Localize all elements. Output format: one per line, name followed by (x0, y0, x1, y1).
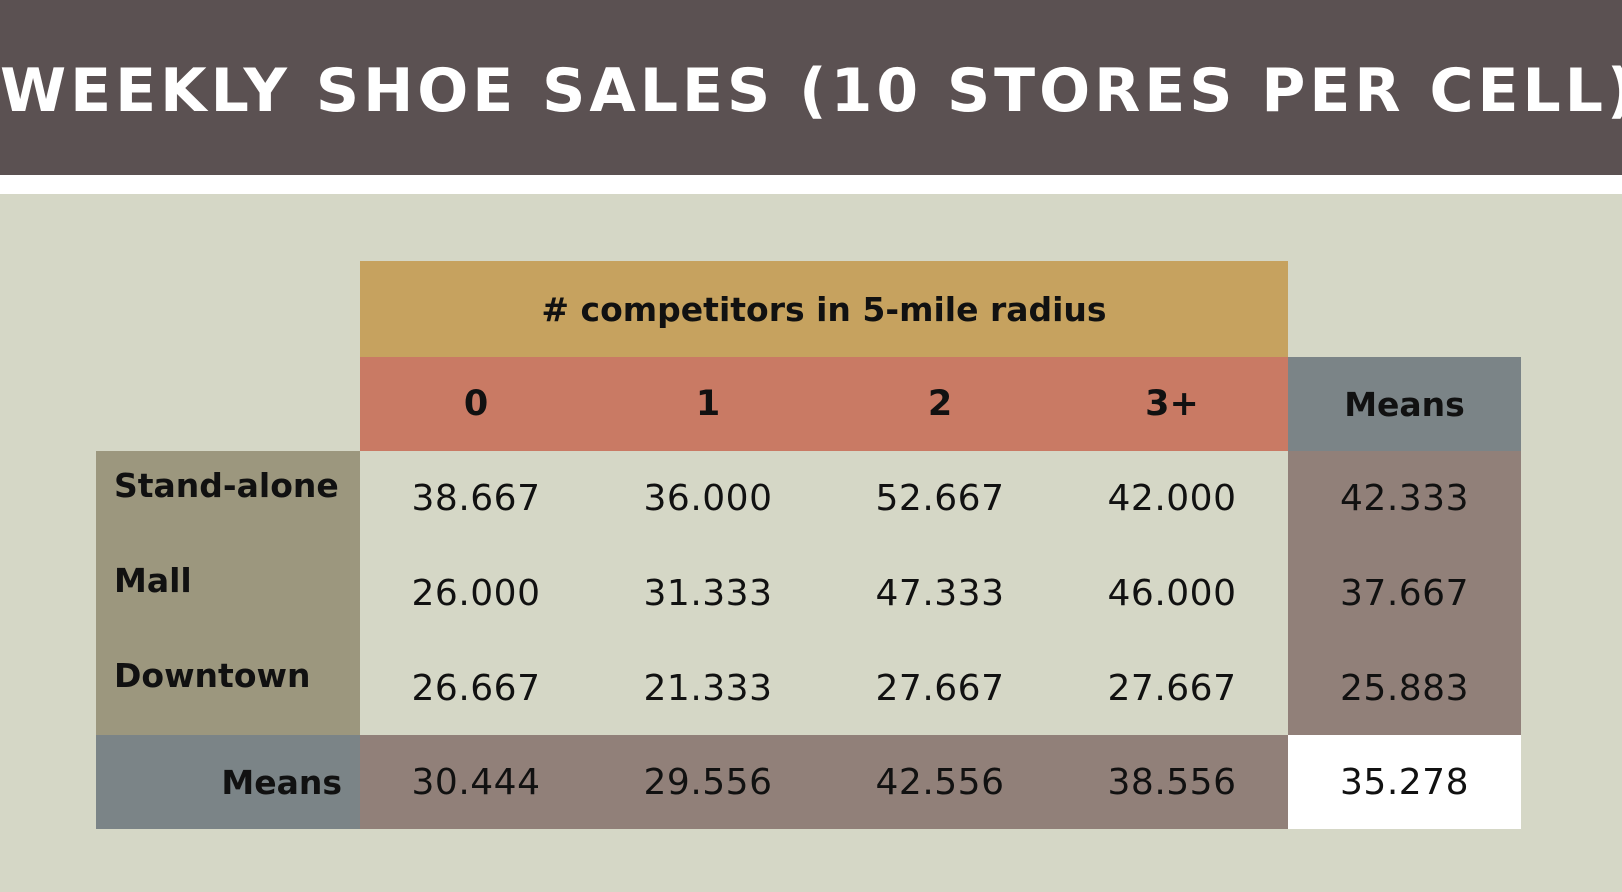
table-cell: 46.000 (1107, 573, 1237, 614)
table-cell: 26.000 (411, 573, 541, 614)
column-header-2: 2 (824, 357, 1056, 451)
table-cell: 21.333 (643, 667, 773, 709)
title-divider (0, 175, 1622, 194)
column-header-1: 1 (592, 357, 824, 451)
table-cell: 31.333 (643, 573, 773, 614)
table-cell: 27.667 (1107, 667, 1237, 709)
row-means-panel (1288, 451, 1521, 735)
table-cell: 27.667 (875, 667, 1005, 709)
row-mean-cell: 37.667 (1340, 573, 1469, 614)
column-mean-cell: 29.556 (643, 761, 773, 803)
row-mean-cell: 25.883 (1340, 667, 1469, 709)
data-panel (360, 451, 1288, 735)
page-title: WEEKLY SHOE SALES (10 STORES PER CELL) (0, 56, 1622, 126)
column-mean-cell: 38.556 (1107, 761, 1237, 803)
row-label-downtown: Downtown (114, 656, 311, 695)
column-means-label: Means (221, 762, 342, 802)
table-cell: 38.667 (411, 478, 541, 519)
row-label-stand-alone: Stand-alone (114, 466, 339, 505)
table-cell: 26.667 (411, 667, 541, 709)
row-labels-panel (96, 451, 360, 735)
column-header-0: 0 (360, 357, 592, 451)
table-cell: 52.667 (875, 478, 1005, 519)
group-header: # competitors in 5-mile radius (360, 261, 1288, 357)
table-cell: 36.000 (643, 478, 773, 519)
grand-mean-panel (1288, 735, 1521, 829)
column-mean-cell: 30.444 (411, 761, 541, 803)
column-means-panel (360, 735, 1288, 829)
row-label-mall: Mall (114, 561, 192, 600)
table-cell: 47.333 (875, 573, 1005, 614)
row-mean-cell: 42.333 (1340, 478, 1469, 519)
grand-mean-cell: 35.278 (1340, 761, 1469, 803)
table-cell: 42.000 (1107, 478, 1237, 519)
title-bar (0, 0, 1622, 175)
column-header-3-plus: 3+ (1056, 357, 1288, 451)
column-mean-cell: 42.556 (875, 761, 1005, 803)
means-column-header: Means (1288, 357, 1521, 451)
column-means-label-panel (96, 735, 360, 829)
